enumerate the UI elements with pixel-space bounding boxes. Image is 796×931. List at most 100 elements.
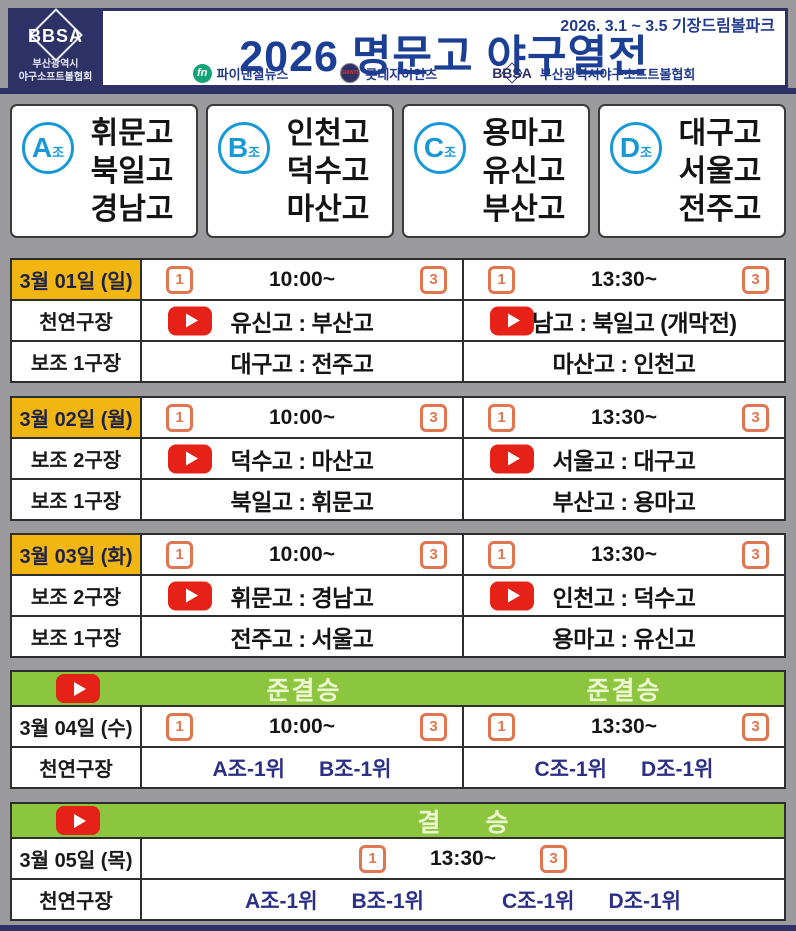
game-number-badge: 3 — [742, 712, 769, 741]
semifinal-header: 준결승 준결승 — [12, 672, 784, 705]
matchup: 인천고 : 덕수고 — [552, 584, 696, 611]
play-triangle-icon — [185, 451, 198, 466]
semifinal-label: 준결승 — [586, 676, 662, 705]
match-cell: 인천고 : 덕수고 — [464, 576, 784, 615]
schedule-day3: 3월 03일 (화) 1 10:00~ 3 1 13:30~ 3 보조 2구장 … — [10, 533, 786, 658]
game-number-badge: 1 — [488, 540, 515, 569]
team-name: 휘문고 — [90, 116, 174, 150]
team-name: 서울고 — [678, 154, 762, 188]
session-time: 13:30~ — [591, 714, 657, 738]
schedule-day2: 3월 02일 (월) 1 10:00~ 3 1 13:30~ 3 보조 2구장 … — [10, 396, 786, 521]
game-number-badge: 1 — [488, 712, 515, 741]
qualifier: D조-1위 — [641, 757, 714, 781]
final-label: 결 승 — [417, 808, 511, 837]
youtube-icon — [168, 581, 212, 610]
sponsor-financial-news: fn 파이낸셜뉴스 — [192, 63, 289, 83]
play-triangle-icon — [507, 451, 520, 466]
matchup: 경남고 : 북일고 (개막전) — [511, 309, 737, 336]
event-title: 2026 명문고 야구열전 — [239, 33, 649, 81]
session-time: 13:30~ — [591, 267, 657, 291]
game-number-badge: 1 — [166, 712, 193, 741]
game-number-badge: 3 — [742, 265, 769, 294]
team-name: 인천고 — [286, 116, 370, 150]
match-cell: 서울고 : 대구고 — [464, 439, 784, 478]
play-triangle-icon — [73, 813, 86, 828]
venue-cell: 보조 1구장 — [12, 342, 142, 381]
match-cell: 유신고 : 부산고 — [142, 301, 464, 340]
game-number-badge: 3 — [420, 403, 447, 432]
matchup: 유신고 : 부산고 — [230, 309, 374, 336]
org-abbr: BBSA — [27, 26, 83, 46]
session-morning: 1 10:00~ 3 — [142, 398, 464, 437]
venue-cell: 천연구장 — [12, 880, 142, 919]
sponsor-label: 부산광역시야구소프트볼협회 — [539, 66, 696, 82]
match-cell: C조-1위 D조-1위 — [464, 748, 784, 787]
session-time: 10:00~ — [269, 405, 335, 429]
youtube-icon — [490, 306, 534, 335]
sponsor-label: 파이낸셜뉴스 — [216, 66, 289, 82]
header: BBSA 부산광역시 야구소프트볼협회 2026. 3.1 ~ 3.5 기장드림… — [8, 8, 788, 88]
sponsor-bbsa: BBSA 부산광역시야구소프트볼협회 — [489, 62, 696, 84]
team-name: 부산고 — [482, 192, 566, 226]
session-time: 10:00~ — [269, 714, 335, 738]
venue-cell: 보조 2구장 — [12, 439, 142, 478]
youtube-icon — [168, 444, 212, 473]
venue-cell: 천연구장 — [12, 301, 142, 340]
session-morning: 1 10:00~ 3 — [142, 260, 464, 299]
matchup: 덕수고 : 마산고 — [230, 447, 374, 474]
team-name: 전주고 — [678, 192, 762, 226]
team-name: 경남고 — [90, 192, 174, 226]
date-cell: 3월 03일 (화) — [12, 535, 142, 574]
match-cell: 마산고 : 인천고 — [464, 342, 784, 381]
game-number-badge: 1 — [488, 265, 515, 294]
org-name-line2: 야구소프트볼협회 — [18, 72, 93, 83]
final-header: 결 승 — [12, 804, 784, 837]
session-afternoon: 1 13:30~ 3 — [464, 260, 784, 299]
fn-logo-icon: fn — [192, 63, 212, 83]
venue-cell: 보조 2구장 — [12, 576, 142, 615]
game-number-badge: 3 — [420, 540, 447, 569]
sponsor-label: 롯데자이언츠 — [365, 66, 438, 82]
match-cell: 경남고 : 북일고 (개막전) — [464, 301, 784, 340]
session-time: 13:30~ — [591, 542, 657, 566]
matchup: 북일고 : 휘문고 — [230, 488, 374, 515]
match-cell: A조-1위 B조-1위 — [142, 748, 464, 787]
qualifier: B조-1위 — [319, 757, 392, 781]
game-number-badge: 3 — [742, 403, 769, 432]
session-morning: 1 10:00~ 3 — [142, 707, 464, 746]
youtube-icon — [490, 581, 534, 610]
youtube-icon — [490, 444, 534, 473]
matchup: 마산고 : 인천고 — [552, 350, 696, 377]
title-banner: 2026. 3.1 ~ 3.5 기장드림볼파크 2026 명문고 야구열전 fn… — [103, 8, 788, 88]
team-name: 용마고 — [482, 116, 566, 150]
match-cell: 덕수고 : 마산고 — [142, 439, 464, 478]
bbsa-logo-icon: BBSA — [489, 62, 535, 84]
session-time: 13:30~ — [430, 846, 496, 870]
game-number-badge: 1 — [359, 844, 386, 873]
org-name: 부산광역시 야구소프트볼협회 — [8, 58, 103, 84]
header-divider-bar — [0, 88, 796, 94]
youtube-icon — [56, 674, 100, 703]
play-triangle-icon — [507, 588, 520, 603]
matchup: 전주고 : 서울고 — [230, 625, 374, 652]
youtube-icon — [56, 806, 100, 835]
matchup: 대구고 : 전주고 — [230, 350, 374, 377]
date-cell: 3월 02일 (월) — [12, 398, 142, 437]
matchup: 용마고 : 유신고 — [552, 625, 696, 652]
match-cell: 북일고 : 휘문고 — [142, 480, 464, 519]
schedule-day1: 3월 01일 (일) 1 10:00~ 3 1 13:30~ 3 천연구장 유신… — [10, 258, 786, 383]
venue-cell: 천연구장 — [12, 748, 142, 787]
match-cell: 전주고 : 서울고 — [142, 617, 464, 656]
team-name: 유신고 — [482, 154, 566, 188]
team-name: 대구고 — [678, 116, 762, 150]
qualifier: A조-1위 — [212, 757, 285, 781]
session-time: 10:00~ — [269, 542, 335, 566]
session-afternoon: 1 13:30~ 3 — [464, 707, 784, 746]
qualifier: D조-1위 — [608, 889, 681, 913]
semifinal-label: 준결승 — [266, 676, 342, 705]
matchup: 서울고 : 대구고 — [552, 447, 696, 474]
play-triangle-icon — [507, 313, 520, 328]
game-number-badge: 1 — [166, 403, 193, 432]
